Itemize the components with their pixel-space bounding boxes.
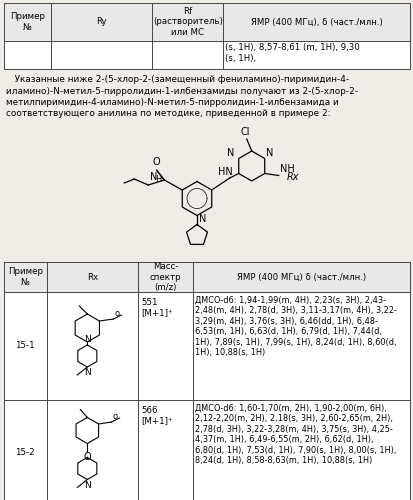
Text: Rf
(растворитель)
или МС: Rf (растворитель) или МС (152, 7, 222, 37)
Text: N: N (149, 172, 157, 181)
Text: Rx: Rx (87, 272, 97, 281)
Text: Cl: Cl (240, 127, 250, 137)
Text: ЯМР (400 МГц) δ (част./млн.): ЯМР (400 МГц) δ (част./млн.) (236, 272, 365, 281)
Text: o: o (112, 412, 117, 421)
Text: иламино)-N-метил-5-пирролидин-1-илбензамиды получают из 2-(5-хлор-2-: иламино)-N-метил-5-пирролидин-1-илбензам… (6, 86, 357, 96)
Text: o: o (114, 309, 119, 318)
Bar (4, 262, 409, 292)
Text: 15-2: 15-2 (15, 448, 35, 457)
Text: Пример
№: Пример № (8, 268, 43, 286)
Text: 566
[M+1]⁺: 566 [M+1]⁺ (141, 406, 172, 425)
Text: Указанные ниже 2-(5-хлор-2-(замещенный фениламино)-пиримидин-4-: Указанные ниже 2-(5-хлор-2-(замещенный ф… (6, 75, 348, 84)
Text: 551
[M+1]⁺: 551 [M+1]⁺ (141, 298, 172, 318)
Bar (4, 3, 409, 69)
Text: N: N (199, 214, 206, 224)
Text: Rx: Rx (286, 172, 299, 182)
Text: NH: NH (279, 164, 294, 173)
Text: Пример
№: Пример № (10, 12, 45, 32)
Text: N: N (227, 148, 234, 158)
Text: N: N (84, 335, 90, 344)
Text: ЯМР (400 МГц), δ (част./млн.): ЯМР (400 МГц), δ (част./млн.) (250, 18, 382, 26)
Text: O: O (83, 452, 91, 462)
Text: N: N (84, 480, 90, 490)
Bar (4, 262, 409, 500)
Bar (4, 3, 409, 41)
Text: 15-1: 15-1 (15, 342, 35, 350)
Text: ДМСО-d6: 1,60-1,70(m, 2H), 1,90-2,00(m, 6H),
2,12-2,20(m, 2H), 2,18(s, 3H), 2,60: ДМСО-d6: 1,60-1,70(m, 2H), 1,90-2,00(m, … (195, 404, 395, 465)
Text: Масс-
спектр
(m/z): Масс- спектр (m/z) (149, 262, 181, 292)
Text: H: H (155, 176, 161, 184)
Text: соответствующего анилина по методике, приведенной в примере 2:: соответствующего анилина по методике, пр… (6, 110, 330, 118)
Text: N: N (265, 148, 273, 158)
Text: N: N (84, 368, 90, 377)
Text: O: O (152, 157, 160, 167)
Text: Ry: Ry (96, 18, 107, 26)
Text: метилпиримидин-4-иламино)-N-метил-5-пирролидин-1-илбензамида и: метилпиримидин-4-иламино)-N-метил-5-пирр… (6, 98, 338, 107)
Text: HN: HN (217, 167, 232, 177)
Text: ДМСО-d6: 1,94-1,99(m, 4H), 2,23(s, 3H), 2,43-
2,48(m, 4H), 2,78(d, 3H), 3,11-3,1: ДМСО-d6: 1,94-1,99(m, 4H), 2,23(s, 3H), … (195, 296, 396, 357)
Text: (s, 1H), 8,57-8,61 (m, 1H), 9,30
(s, 1H),: (s, 1H), 8,57-8,61 (m, 1H), 9,30 (s, 1H)… (225, 44, 359, 62)
